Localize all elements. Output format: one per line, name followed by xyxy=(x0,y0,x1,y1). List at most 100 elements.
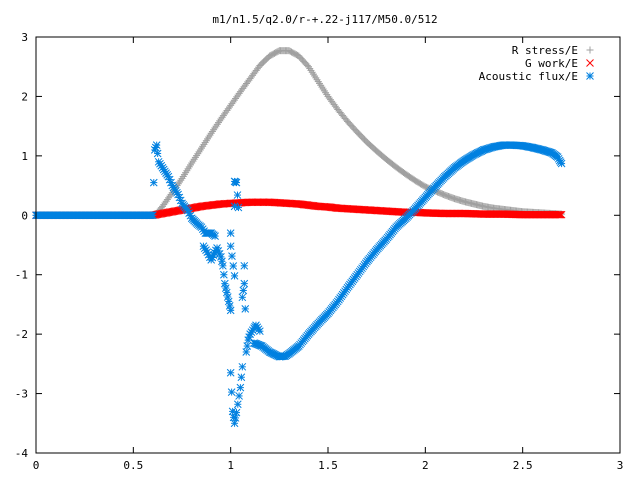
data-point xyxy=(313,76,321,84)
tick-labels: 0 0.5 1 1.5 2 2.5 3 3 2 1 0 -1 -2 -3 -4 xyxy=(15,31,624,472)
data-point xyxy=(215,250,224,258)
data-point xyxy=(218,257,226,266)
data-point xyxy=(176,178,184,186)
data-point xyxy=(319,202,327,211)
data-point xyxy=(377,206,386,215)
data-point xyxy=(233,400,242,409)
x-tick-label: 0.5 xyxy=(123,459,143,472)
data-point xyxy=(215,119,222,127)
legend-marker xyxy=(586,72,594,80)
data-point xyxy=(225,302,234,310)
data-point xyxy=(210,126,218,134)
data-point xyxy=(209,231,218,239)
series-2 xyxy=(32,141,566,428)
data-point xyxy=(242,348,251,356)
y-tick-label: -3 xyxy=(15,388,28,401)
data-point xyxy=(514,210,522,219)
x-tick-label: 1 xyxy=(227,459,234,472)
data-point xyxy=(367,206,376,215)
y-tick-label: 2 xyxy=(21,90,28,103)
data-point xyxy=(177,176,185,184)
data-point xyxy=(226,242,235,251)
x-tick-label: 0 xyxy=(33,459,40,472)
data-point xyxy=(290,199,298,208)
data-point xyxy=(438,190,446,198)
data-point xyxy=(244,78,252,86)
data-point xyxy=(238,293,247,302)
data-point xyxy=(348,205,357,213)
y-tick-label: -4 xyxy=(15,447,29,460)
data-point xyxy=(226,368,235,377)
data-point xyxy=(219,270,228,279)
y-tick-label: -2 xyxy=(15,328,28,341)
data-point xyxy=(234,203,243,212)
data-point xyxy=(220,279,229,288)
data-point xyxy=(219,261,227,270)
data-point xyxy=(213,120,221,128)
data-point xyxy=(243,342,252,350)
data-point xyxy=(240,261,249,270)
data-point xyxy=(475,210,484,218)
data-point xyxy=(234,91,242,99)
legend-label: Acoustic flux/E xyxy=(479,70,578,83)
data-point xyxy=(153,149,162,158)
legend-marker xyxy=(586,46,594,54)
plot-frame xyxy=(35,36,621,454)
y-tick-label: -1 xyxy=(15,269,28,282)
data-point xyxy=(387,207,396,216)
data-point xyxy=(260,198,269,207)
data-point xyxy=(370,145,378,153)
data-point xyxy=(302,60,310,68)
data-point xyxy=(166,192,174,200)
y-tick-label: 3 xyxy=(21,31,28,44)
data-point xyxy=(236,383,245,392)
data-point xyxy=(226,306,235,315)
data-point xyxy=(419,181,427,189)
data-point xyxy=(224,105,232,113)
data-marks xyxy=(32,47,566,428)
data-point xyxy=(494,210,503,218)
data-point xyxy=(221,199,230,208)
x-tick-label: 2 xyxy=(422,459,429,472)
data-point xyxy=(208,127,216,135)
data-point xyxy=(229,262,238,270)
x-tick-label: 1.5 xyxy=(318,459,338,472)
data-point xyxy=(224,297,233,306)
data-point xyxy=(390,161,398,169)
data-point xyxy=(222,288,231,297)
data-point xyxy=(436,209,445,218)
data-point xyxy=(399,168,407,176)
data-point xyxy=(238,362,247,371)
data-point xyxy=(226,229,235,237)
data-point xyxy=(331,102,339,110)
data-point xyxy=(187,161,195,169)
data-point xyxy=(149,178,158,187)
data-point xyxy=(230,272,239,280)
data-point xyxy=(553,210,561,219)
data-point xyxy=(338,204,347,213)
data-point xyxy=(533,210,542,219)
data-point xyxy=(361,136,368,144)
data-point xyxy=(233,191,242,199)
chart-title: m1/n1.5/q2.0/r-+.22-j117/M50.0/512 xyxy=(212,13,437,26)
data-point xyxy=(341,114,349,122)
data-point xyxy=(556,158,565,166)
data-point xyxy=(241,198,250,207)
legend-label: R stress/E xyxy=(512,44,578,57)
x-tick-label: 2.5 xyxy=(513,459,533,472)
data-point xyxy=(231,414,240,422)
data-point xyxy=(206,131,214,139)
data-point xyxy=(253,65,261,73)
data-point xyxy=(147,211,156,220)
legend-label: G work/E xyxy=(525,57,578,70)
data-point xyxy=(292,51,300,59)
data-point xyxy=(231,178,240,186)
data-point xyxy=(240,279,249,288)
data-point xyxy=(380,153,388,161)
data-point xyxy=(409,175,417,183)
x-tick-label: 3 xyxy=(617,459,624,472)
data-point xyxy=(555,210,564,219)
data-point xyxy=(273,48,281,56)
